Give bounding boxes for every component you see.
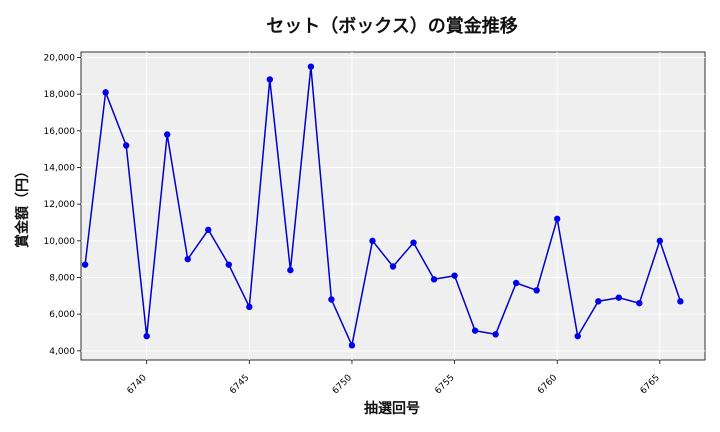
data-point [122,142,130,149]
data-point [369,237,376,245]
data-point [554,215,561,223]
data-point [205,226,212,234]
x-axis-label: 抽選回号 [364,400,420,417]
x-tick-label: 6765 [639,373,662,396]
data-point [595,298,602,305]
data-point [492,331,499,338]
y-axis: 4,000 6,000 8,000 10,000 12,000 14,000 16,000 1… [44,54,81,357]
x-tick-label: 6760 [536,373,559,396]
data-point [307,63,315,70]
y-axis-label: 賞金額（円） [14,164,31,248]
data-point [184,255,191,263]
data-point [328,296,335,303]
data-point [102,89,109,96]
y-tick-label: 12,000 [44,200,76,210]
data-point [636,299,643,307]
data-point [533,287,540,294]
y-tick-label: 4,000 [49,347,75,357]
data-point [266,76,274,83]
data-point [615,294,622,301]
chart-title: セット（ボックス）の賞金推移 [266,15,517,37]
plot-area [80,51,706,361]
data-point [574,332,581,340]
data-point [410,239,417,246]
y-tick-label: 10,000 [44,237,76,247]
y-tick-label: 18,000 [44,90,76,100]
data-point [81,261,89,268]
x-tick-label: 6745 [228,373,251,396]
data-point [389,263,397,270]
grid [81,52,705,360]
data-point [287,266,294,274]
x-axis: 6740 6745 6750 6755 6760 6765 [126,360,662,396]
data-point [164,131,171,138]
x-tick-label: 6750 [331,373,354,396]
data-point [246,303,253,311]
y-tick-label: 14,000 [44,164,76,174]
y-tick-label: 16,000 [44,127,76,137]
y-tick-label: 8,000 [49,274,75,284]
data-point [471,327,479,334]
data-point [430,276,438,283]
series [81,63,684,349]
y-tick-label: 6,000 [49,310,75,320]
data-point [143,332,150,340]
data-point [451,272,458,279]
series-line [84,65,682,347]
data-point [348,342,356,349]
data-point [512,279,520,287]
data-point [677,298,684,305]
y-tick-label: 20,000 [44,54,76,64]
x-tick-label: 6740 [126,373,149,396]
data-point [656,237,664,245]
x-tick-label: 6755 [433,373,456,396]
data-point [225,261,232,268]
